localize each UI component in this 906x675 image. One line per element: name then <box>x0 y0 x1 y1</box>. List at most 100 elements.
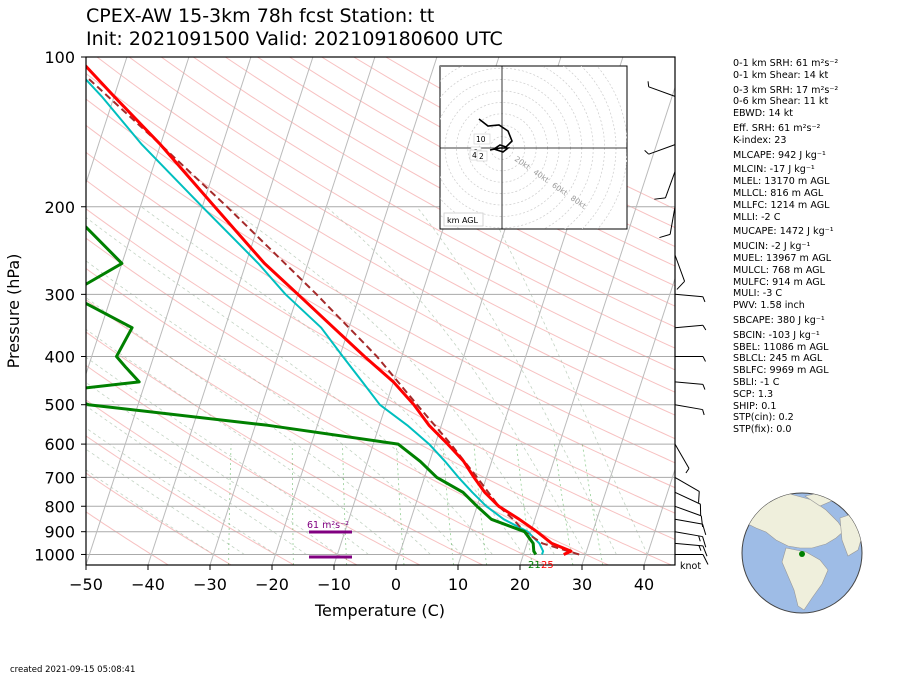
y-tick-label: 400 <box>44 348 75 367</box>
dry-adiabat <box>86 299 546 565</box>
station-marker <box>799 551 805 557</box>
stat-line: 0-3 km SRH: 17 m²s⁻² <box>733 84 839 96</box>
stat-line: MLLFC: 1214 m AGL <box>733 199 830 211</box>
hodograph-inset: 20kt40kt60kt80kt10642 km AGL <box>439 65 628 230</box>
stat-line: STP(fix): 0.0 <box>733 424 792 436</box>
wind-barb <box>675 356 706 362</box>
moist-adiabat <box>86 448 245 555</box>
isotherm-line <box>147 57 314 565</box>
dry-adiabat <box>86 364 421 565</box>
y-tick-label: 100 <box>44 48 75 67</box>
dewpoint-surface-label: 21 <box>528 560 541 571</box>
stat-line: SBCIN: -103 J kg⁻¹ <box>733 329 820 341</box>
mixing-ratio-line <box>342 444 348 565</box>
x-tick-label: 20 <box>510 575 530 594</box>
hodograph-height-box <box>476 150 488 162</box>
dry-adiabat <box>193 57 675 328</box>
x-tick-label: −10 <box>317 575 351 594</box>
stat-line: 0-6 km Shear: 11 kt <box>733 96 829 108</box>
mixing-ratio-line <box>554 444 574 565</box>
dry-adiabat <box>86 472 232 565</box>
stat-line: MULI: -3 C <box>733 288 783 300</box>
y-tick-label: 300 <box>44 285 75 304</box>
isotherm-line <box>271 57 438 565</box>
moist-adiabat <box>86 469 214 555</box>
stat-line: Eff. SRH: 61 m²s⁻² <box>733 122 821 134</box>
stat-line: MLLI: -2 C <box>733 211 781 223</box>
wind-barb <box>654 171 676 200</box>
x-tick-label: 10 <box>448 575 468 594</box>
hodograph-trace <box>478 118 513 153</box>
wind-barb <box>674 491 702 516</box>
dry-adiabat <box>86 331 483 565</box>
wind-barb <box>644 144 676 155</box>
isotherm-line <box>0 57 3 565</box>
mixing-ratio-line <box>228 444 232 565</box>
mixing-ratio-line <box>516 444 533 565</box>
stat-line: SBLFC: 9969 m AGL <box>733 365 829 377</box>
wind-barb <box>674 542 708 557</box>
isotherm-line <box>581 276 675 565</box>
mixing-ratio-line <box>582 444 604 565</box>
wind-barb <box>674 381 706 390</box>
isotherm-line <box>86 57 190 376</box>
chart-subtitle: Init: 2021091500 Valid: 202109180600 UTC <box>86 28 503 50</box>
stat-line: MLCIN: -17 J kg⁻¹ <box>733 164 815 176</box>
mixing-ratio-line <box>473 444 487 565</box>
wind-barb <box>674 476 700 503</box>
wind-barb <box>674 531 707 548</box>
created-timestamp: created 2021-09-15 05:08:41 <box>10 665 136 675</box>
dry-adiabat <box>160 57 675 349</box>
y-tick-label: 600 <box>44 435 75 454</box>
stat-line: MUCIN: -2 J kg⁻¹ <box>733 241 811 253</box>
wind-barb <box>674 443 690 474</box>
y-tick-label: 500 <box>44 396 75 415</box>
dry-adiabat <box>86 511 169 565</box>
wind-barb <box>675 554 709 565</box>
wind-barb <box>674 518 707 536</box>
stat-line: MLLCL: 816 m AGL <box>733 187 824 199</box>
x-tick-label: −40 <box>131 575 165 594</box>
hodograph-legend-box <box>443 212 484 227</box>
wind-barb <box>659 206 676 239</box>
stat-line: SBEL: 11086 m AGL <box>733 341 829 353</box>
wind-barb <box>647 81 676 97</box>
dry-adiabat <box>86 98 675 440</box>
location-globe <box>741 492 863 614</box>
wind-unit-label: knot <box>680 561 701 572</box>
isotherm-line <box>86 57 252 565</box>
wind-barb <box>674 254 686 290</box>
hodograph-legend: km AGL <box>447 216 479 225</box>
stat-line: MLCAPE: 942 J kg⁻¹ <box>733 149 826 161</box>
dry-adiabat <box>86 72 675 416</box>
dry-adiabat <box>96 57 675 393</box>
dry-adiabat <box>225 57 675 307</box>
srh-label: 61 m²s⁻² <box>307 520 349 531</box>
y-tick-label: 700 <box>44 468 75 487</box>
stat-line: PWV: 1.58 inch <box>733 300 805 312</box>
x-axis-label: Temperature (C) <box>314 601 445 620</box>
stat-line: SBLI: -1 C <box>733 376 780 388</box>
x-tick-label: −50 <box>69 575 103 594</box>
wind-barb <box>674 505 704 528</box>
mixing-ratio-line <box>442 444 454 565</box>
dry-adiabat <box>86 208 675 541</box>
wind-barb <box>674 404 705 416</box>
stat-line: SHIP: 0.1 <box>733 400 777 412</box>
x-tick-label: −20 <box>255 575 289 594</box>
stat-line: SCP: 1.3 <box>733 388 774 400</box>
x-tick-label: −30 <box>193 575 227 594</box>
chart-title: CPEX-AW 15-3km 78h fcst Station: tt <box>86 5 435 27</box>
dry-adiabat <box>86 124 675 464</box>
isotherm-line <box>643 467 675 565</box>
temperature-profile <box>86 64 573 556</box>
dry-adiabat <box>289 57 675 267</box>
dewpoint-profile <box>86 224 538 556</box>
moist-adiabat <box>86 260 462 555</box>
dry-adiabat <box>86 151 675 489</box>
isotherm-line <box>209 57 376 565</box>
hodograph-height-label: 2 <box>479 152 484 161</box>
y-tick-label: 200 <box>44 198 75 217</box>
stat-line: MLEL: 13170 m AGL <box>733 176 830 188</box>
